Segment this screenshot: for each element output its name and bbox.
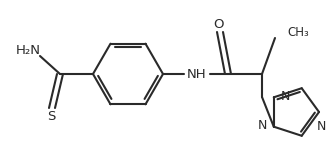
Text: NH: NH (187, 69, 207, 82)
Text: H₂N: H₂N (15, 45, 40, 58)
Text: CH₃: CH₃ (287, 27, 309, 39)
Text: N: N (258, 119, 267, 132)
Text: O: O (213, 17, 223, 31)
Text: S: S (47, 111, 55, 124)
Text: N: N (316, 120, 326, 133)
Text: N: N (281, 90, 290, 103)
